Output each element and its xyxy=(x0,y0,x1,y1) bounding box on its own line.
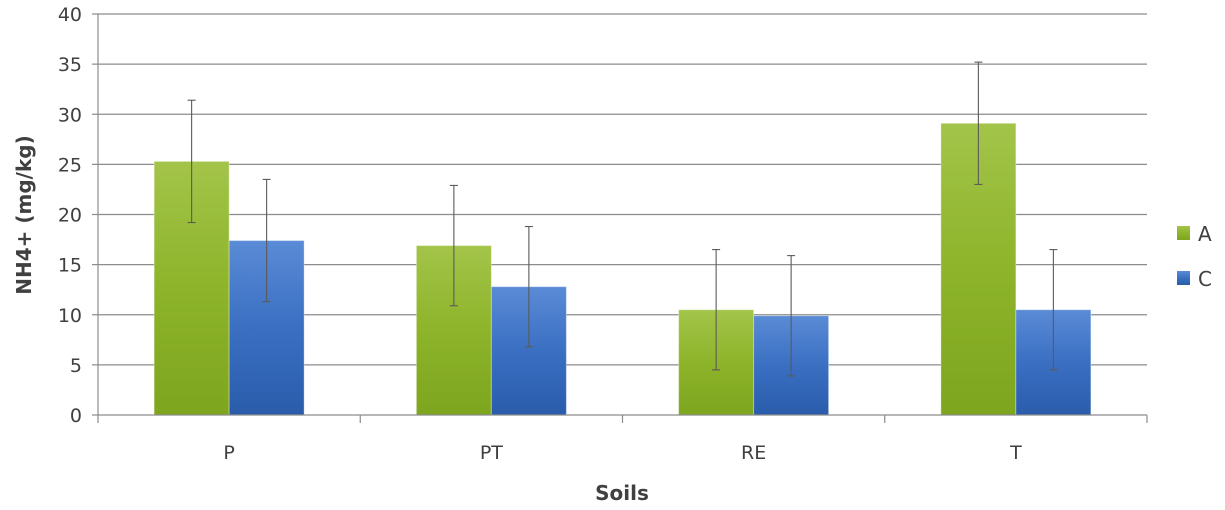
bars xyxy=(153,122,1092,416)
y-tick-label: 25 xyxy=(58,154,82,176)
y-tick-label: 40 xyxy=(58,4,82,26)
y-tick-label: 0 xyxy=(70,405,82,427)
y-tick-label: 35 xyxy=(58,54,82,76)
legend-swatch-C xyxy=(1177,271,1190,285)
legend-label-C: C xyxy=(1198,267,1212,291)
error-bars xyxy=(187,61,1058,377)
x-axis-title: Soils xyxy=(595,481,649,505)
x-tick-label-PT: PT xyxy=(480,442,503,464)
y-tick-label: 10 xyxy=(58,305,82,327)
legend-label-A: A xyxy=(1198,222,1212,246)
y-tick-label: 20 xyxy=(58,205,82,227)
axes xyxy=(92,13,1148,423)
y-axis-title: NH4+ (mg/kg) xyxy=(12,135,36,294)
y-tick-label: 15 xyxy=(58,255,82,277)
tick-labels: 0 5 10 15 20 25 30 35 40 P PT RE T xyxy=(58,4,1022,464)
legend-swatch-A xyxy=(1177,226,1190,240)
x-tick-label-P: P xyxy=(223,442,234,464)
x-tick-label-RE: RE xyxy=(741,442,766,464)
bar-C-PT xyxy=(490,286,567,416)
x-tick-label-T: T xyxy=(1009,442,1022,464)
legend: AC xyxy=(1177,222,1212,291)
y-tick-label: 30 xyxy=(58,104,82,126)
y-tick-label: 5 xyxy=(70,355,82,377)
